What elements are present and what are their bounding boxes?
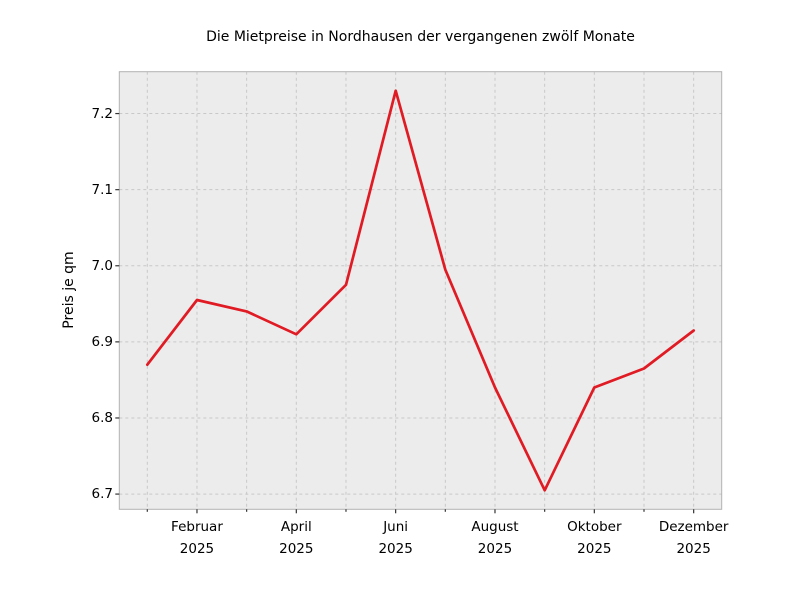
x-tick-label: Juni 2025 — [326, 516, 466, 560]
y-tick-label: 6.7 — [91, 486, 113, 503]
y-tick-label: 6.9 — [91, 333, 113, 350]
x-tick-label-year: 2025 — [676, 541, 711, 557]
x-tick-label: Februar 2025 — [127, 516, 267, 560]
x-tick-label: April 2025 — [226, 516, 366, 560]
chart-title: Die Mietpreise in Nordhausen der vergang… — [206, 29, 635, 45]
x-tick-label: Oktober 2025 — [524, 516, 664, 560]
x-tick-label-month: Februar — [171, 519, 223, 535]
y-tick-label: 7.1 — [91, 181, 113, 198]
y-tick-label: 7.0 — [91, 257, 113, 274]
x-tick-label-year: 2025 — [477, 541, 513, 557]
x-tick-label-year: 2025 — [378, 541, 413, 557]
x-tick-label-month: August — [471, 519, 519, 535]
y-tick-label: 7.2 — [91, 105, 113, 122]
x-tick-label-month: Dezember — [658, 519, 729, 535]
x-tick-label-month: April — [280, 519, 312, 535]
x-tick-label-year: 2025 — [577, 541, 612, 557]
x-tick-label: August 2025 — [425, 516, 565, 560]
x-tick-label-year: 2025 — [279, 541, 314, 557]
x-tick-label: Dezember 2025 — [624, 516, 764, 560]
plot-border — [118, 71, 723, 510]
x-tick-label-year: 2025 — [179, 541, 215, 557]
x-tick-label-month: Oktober — [567, 519, 622, 535]
plot-background — [119, 71, 722, 510]
x-tick-label-month: Juni — [383, 519, 409, 535]
y-tick-label: 6.8 — [91, 409, 113, 426]
price-line — [145, 89, 696, 492]
